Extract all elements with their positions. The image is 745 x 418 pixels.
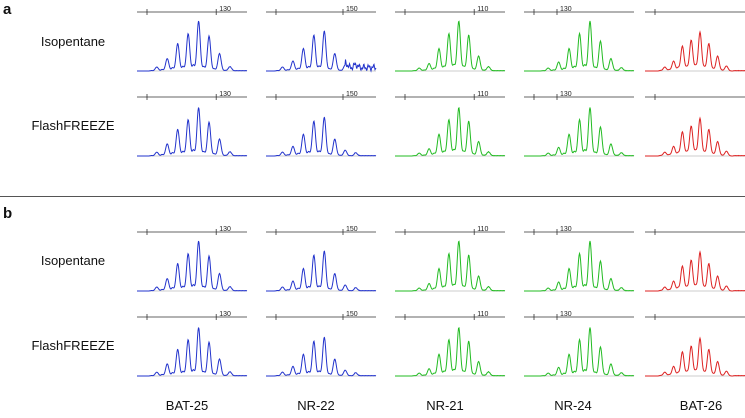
column-label-bat-25: BAT-25: [165, 398, 209, 413]
trace-line: [645, 30, 745, 72]
trace-line: [395, 20, 506, 72]
electropherogram-nr-22-a-flashfreeze: 150: [266, 91, 377, 157]
axis-size-label: 130: [560, 226, 572, 233]
column-label-nr-21: NR-21: [426, 398, 464, 413]
axis-size-label: 130: [560, 311, 572, 318]
column-label-nr-24: NR-24: [554, 398, 592, 413]
axis-size-label: 150: [346, 226, 358, 233]
axis-size-label: 110: [477, 226, 488, 233]
row-label-a-isopentane: Isopentane: [40, 34, 106, 49]
trace-line: [524, 240, 635, 292]
electropherogram-nr-22-a-isopentane: 150: [266, 6, 377, 73]
electropherogram-nr-21-a-flashfreeze: 110: [395, 91, 506, 157]
panel-b-label: b: [3, 205, 13, 222]
electropherogram-bat-25-b-isopentane: 130: [137, 226, 248, 292]
axis-size-label: 150: [346, 311, 358, 318]
axis-size-label: 130: [560, 6, 572, 13]
row-label-b-isopentane: Isopentane: [40, 253, 106, 268]
electropherogram-bat-25-b-flashfreeze: 130: [137, 311, 248, 377]
column-label-bat-26: BAT-26: [679, 398, 723, 413]
trace-line: [645, 336, 745, 377]
axis-size-label: 110: [477, 311, 488, 318]
row-label-b-flashfreeze: FlashFREEZE: [31, 338, 115, 353]
axis-size-label: 110: [477, 91, 488, 98]
trace-line: [524, 107, 635, 157]
electropherogram-bat-26-b-isopentane: [645, 229, 745, 292]
trace-line: [266, 30, 377, 73]
electropherogram-bat-26-a-isopentane: [645, 9, 745, 72]
electropherogram-bat-25-a-flashfreeze: 130: [137, 91, 248, 157]
trace-line: [645, 116, 745, 157]
column-label-nr-22: NR-22: [297, 398, 335, 413]
axis-size-label: 150: [346, 6, 358, 13]
trace-line: [395, 326, 506, 377]
axis-size-label: 130: [219, 226, 231, 233]
trace-line: [137, 107, 248, 157]
axis-size-label: 110: [477, 6, 488, 13]
axis-size-label: 130: [219, 91, 231, 98]
electropherogram-nr-24-a-isopentane: 130: [524, 6, 635, 72]
panel-divider: [0, 196, 745, 197]
trace-line: [395, 106, 506, 157]
electropherogram-nr-21-b-flashfreeze: 110: [395, 311, 506, 377]
trace-line: [395, 240, 506, 292]
electropherogram-nr-21-a-isopentane: 110: [395, 6, 506, 72]
electropherogram-nr-24-a-flashfreeze: 130: [524, 91, 635, 157]
axis-size-label: 150: [346, 91, 358, 98]
trace-line: [137, 327, 248, 377]
electropherogram-nr-21-b-isopentane: 110: [395, 226, 506, 292]
trace-line: [524, 327, 635, 377]
trace-line: [137, 240, 248, 292]
trace-line: [266, 250, 377, 292]
axis-size-label: 130: [219, 311, 231, 318]
row-label-a-flashfreeze: FlashFREEZE: [31, 118, 115, 133]
electropherogram-bat-25-a-isopentane: 130: [137, 6, 248, 72]
trace-line: [137, 20, 248, 72]
electropherogram-nr-22-b-isopentane: 150: [266, 226, 377, 292]
axis-size-label: 130: [560, 91, 572, 98]
electropherogram-nr-24-b-isopentane: 130: [524, 226, 635, 292]
electropherogram-bat-26-b-flashfreeze: [645, 314, 745, 377]
electropherogram-nr-24-b-flashfreeze: 130: [524, 311, 635, 377]
trace-line: [645, 250, 745, 292]
electropherogram-bat-26-a-flashfreeze: [645, 94, 745, 157]
trace-line: [266, 336, 377, 377]
trace-line: [266, 116, 377, 157]
trace-line: [524, 20, 635, 72]
axis-size-label: 130: [219, 6, 231, 13]
electropherogram-nr-22-b-flashfreeze: 150: [266, 311, 377, 377]
panel-a-label: a: [3, 1, 12, 18]
